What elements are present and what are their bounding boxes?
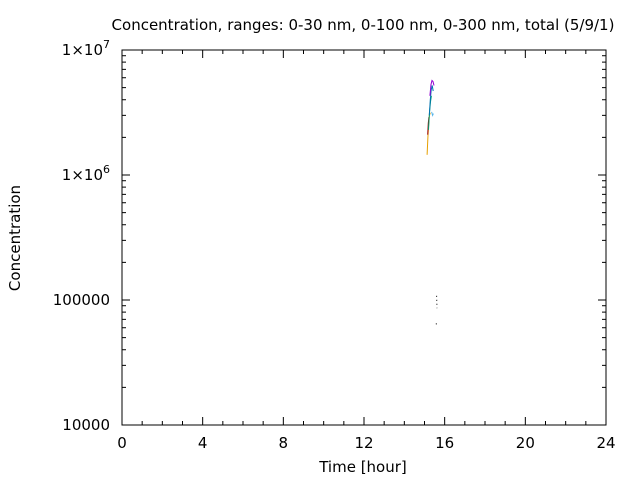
x-tick-label: 24 [596,434,615,452]
y-tick-label-exponent: 7 [103,38,110,51]
y-tick-label: 1×106 [62,163,110,184]
series-layer [426,79,438,326]
x-tick-label: 4 [198,434,208,452]
x-axis: 0 4 8 12 16 20 24 [117,50,616,452]
y-tick-label-base: 1×10 [62,41,103,59]
x-tick-label: 0 [117,434,127,452]
y-tick-label-exponent: 6 [103,163,110,176]
x-tick-label: 8 [279,434,289,452]
series-line [431,111,434,117]
y-tick-label-base: 10000 [62,416,110,434]
series-line [428,85,434,116]
plot-frame [121,49,607,426]
x-tick-label: 12 [354,434,373,452]
series-line [429,79,435,96]
chart-title: Concentration, ranges: 0-30 nm, 0-100 nm… [112,16,615,34]
y-tick-label-base: 1×10 [62,166,103,184]
x-axis-label: Time [hour] [318,458,407,476]
y-axis-label: Concentration [6,185,24,291]
x-tick-label: 20 [516,434,535,452]
y-tick-label-base: 100000 [53,291,110,309]
x-tick-label: 16 [435,434,454,452]
y-tick-label: 10000 [62,416,110,434]
y-tick-label: 1×107 [62,38,110,59]
y-tick-label: 100000 [53,291,110,309]
